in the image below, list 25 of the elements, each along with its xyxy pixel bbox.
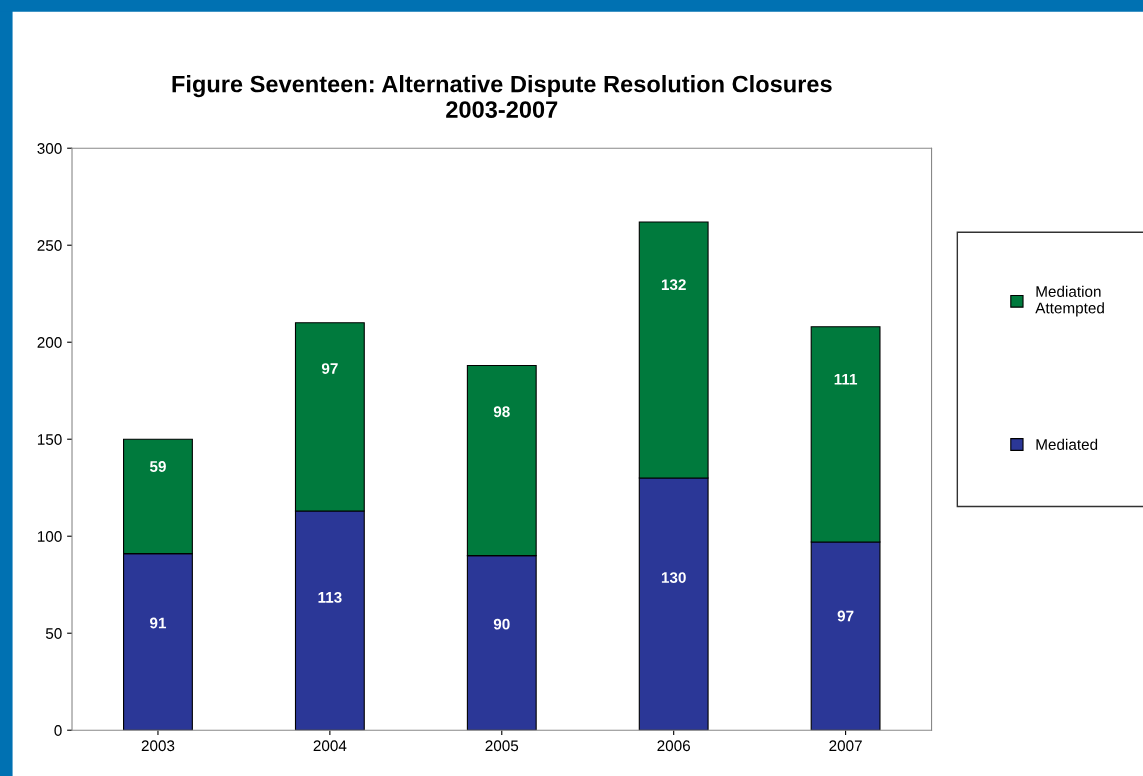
data-label: 91 bbox=[150, 617, 167, 629]
data-label: 130 bbox=[661, 572, 686, 584]
x-tick-label: 2003 bbox=[141, 740, 175, 752]
data-label: 97 bbox=[321, 363, 338, 374]
x-tick-label: 2004 bbox=[313, 740, 347, 752]
y-tick-label: 200 bbox=[37, 337, 62, 348]
legend-label: Mediated bbox=[1036, 438, 1098, 450]
y-tick-label: 300 bbox=[37, 143, 62, 154]
y-tick-label: 250 bbox=[37, 240, 62, 251]
y-tick-label: 100 bbox=[37, 531, 62, 542]
y-tick-label: 50 bbox=[45, 628, 62, 639]
data-label: 59 bbox=[149, 461, 166, 472]
data-label: 111 bbox=[834, 373, 858, 385]
data-label: 97 bbox=[837, 610, 854, 622]
data-label: 132 bbox=[661, 279, 686, 291]
data-label: 90 bbox=[493, 618, 510, 630]
legend-label: Mediation Attempted bbox=[1035, 285, 1104, 317]
x-tick-label: 2007 bbox=[829, 740, 862, 752]
x-tick-label: 2005 bbox=[485, 740, 519, 752]
chart-title: Figure Seventeen: Alternative Dispute Resolution Closures 2003-2007 bbox=[172, 75, 832, 118]
data-label: 113 bbox=[318, 591, 342, 603]
x-tick-label: 2006 bbox=[657, 740, 691, 752]
y-tick-label: 0 bbox=[54, 725, 62, 736]
data-label: 98 bbox=[493, 406, 510, 418]
y-tick-label: 150 bbox=[37, 434, 62, 445]
